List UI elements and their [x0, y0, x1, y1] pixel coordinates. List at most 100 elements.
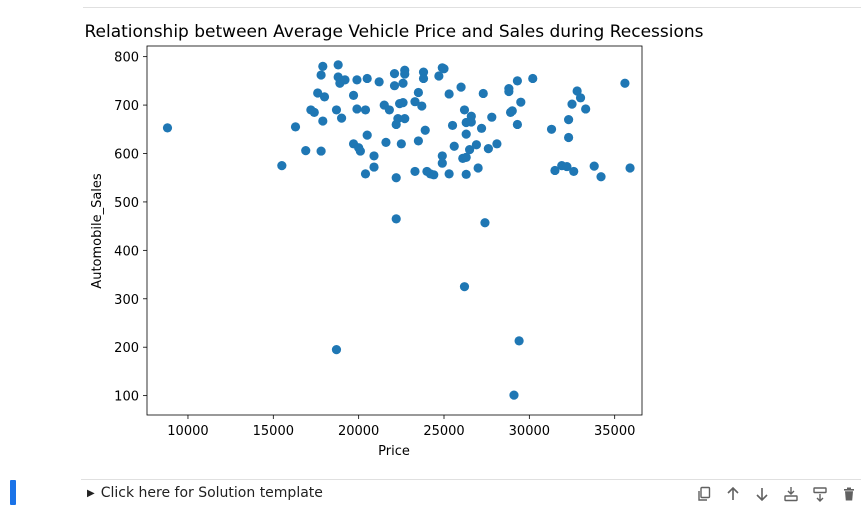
data-point [369, 151, 379, 161]
x-tick-label: 25000 [423, 424, 464, 439]
data-point [313, 88, 323, 98]
data-point [360, 169, 371, 179]
data-point [625, 163, 635, 173]
data-point [465, 145, 475, 155]
data-point [413, 87, 423, 98]
data-point [620, 78, 630, 88]
data-point [417, 101, 427, 111]
points-layer [162, 60, 635, 400]
chart-title: Relationship between Average Vehicle Pri… [84, 22, 703, 42]
data-point [596, 172, 606, 182]
y-tick-label: 300 [114, 293, 139, 308]
data-point [478, 88, 488, 99]
data-point [550, 165, 560, 176]
data-point [360, 105, 371, 115]
data-point [459, 282, 470, 292]
data-point [290, 122, 301, 132]
data-point [398, 78, 408, 88]
collapsed-cell-bar: ▶ Click here for Solution template [81, 479, 861, 506]
data-point [331, 345, 342, 355]
x-axis-label: Price [378, 444, 410, 459]
data-point [309, 107, 319, 117]
insert-below-icon[interactable] [781, 484, 801, 504]
data-point [418, 67, 429, 77]
data-point [316, 70, 326, 80]
data-point [369, 162, 379, 172]
y-tick-label: 100 [114, 390, 139, 405]
duplicate-icon[interactable] [694, 484, 714, 504]
data-point [449, 141, 459, 151]
plot-area-frame [146, 45, 643, 416]
data-point [418, 73, 429, 84]
data-point [429, 170, 439, 180]
data-point [476, 123, 487, 133]
data-point [471, 140, 482, 150]
data-point [340, 75, 350, 85]
move-up-icon[interactable] [723, 484, 743, 504]
data-point [509, 390, 519, 400]
data-point [492, 139, 502, 149]
data-point [444, 169, 454, 179]
data-point [355, 146, 365, 156]
data-point [162, 123, 173, 133]
data-point [384, 105, 394, 115]
data-point [396, 139, 406, 149]
data-point [480, 218, 490, 228]
data-point [398, 98, 408, 108]
data-point [391, 214, 401, 224]
data-point [466, 117, 476, 127]
data-point [301, 145, 311, 156]
cell-toolbar [694, 484, 859, 504]
data-point [352, 104, 362, 114]
move-down-icon[interactable] [752, 484, 772, 504]
data-point [461, 169, 471, 179]
data-point [483, 144, 493, 154]
data-point [514, 336, 524, 346]
x-tick-label: 30000 [509, 424, 550, 439]
solution-label: Click here for Solution template [100, 485, 323, 501]
x-tick-label: 15000 [253, 424, 294, 439]
data-point [319, 92, 330, 102]
data-point [512, 119, 522, 130]
data-point [434, 71, 444, 81]
data-point [410, 97, 420, 107]
y-tick-label: 200 [114, 341, 139, 356]
data-point [504, 86, 514, 97]
data-point [331, 105, 342, 115]
data-point [569, 166, 579, 177]
data-point [437, 158, 447, 168]
data-point [381, 137, 391, 147]
data-point [546, 124, 557, 134]
data-point [333, 60, 343, 70]
data-point [336, 113, 347, 123]
y-tick-label: 400 [114, 244, 139, 259]
data-point [575, 93, 586, 103]
data-point [391, 173, 401, 183]
data-point [437, 151, 447, 161]
data-point [564, 132, 574, 143]
data-point [362, 73, 372, 84]
delete-icon[interactable] [839, 484, 859, 504]
data-point [400, 114, 410, 124]
data-point [393, 114, 403, 124]
y-tick-label: 600 [114, 148, 139, 163]
data-point [487, 112, 497, 122]
ticks-layer: 10000 15000 20000 25000 30000 35000 100 200 300 4… [114, 51, 635, 439]
data-point [562, 161, 572, 172]
cell-top-divider [83, 7, 861, 8]
disclosure-triangle-icon: ▶ [87, 487, 95, 499]
data-point [413, 136, 423, 146]
data-point [374, 77, 384, 87]
data-point [389, 69, 400, 79]
data-point [589, 161, 599, 171]
data-point [447, 120, 458, 131]
data-point [572, 86, 582, 96]
data-point [528, 73, 538, 84]
y-tick-label: 800 [114, 51, 139, 66]
data-point [444, 89, 454, 99]
data-point [456, 82, 466, 92]
x-tick-label: 20000 [338, 424, 379, 439]
merge-icon[interactable] [810, 484, 830, 504]
solution-disclosure[interactable]: ▶ Click here for Solution template [87, 485, 323, 501]
data-point [473, 163, 483, 173]
